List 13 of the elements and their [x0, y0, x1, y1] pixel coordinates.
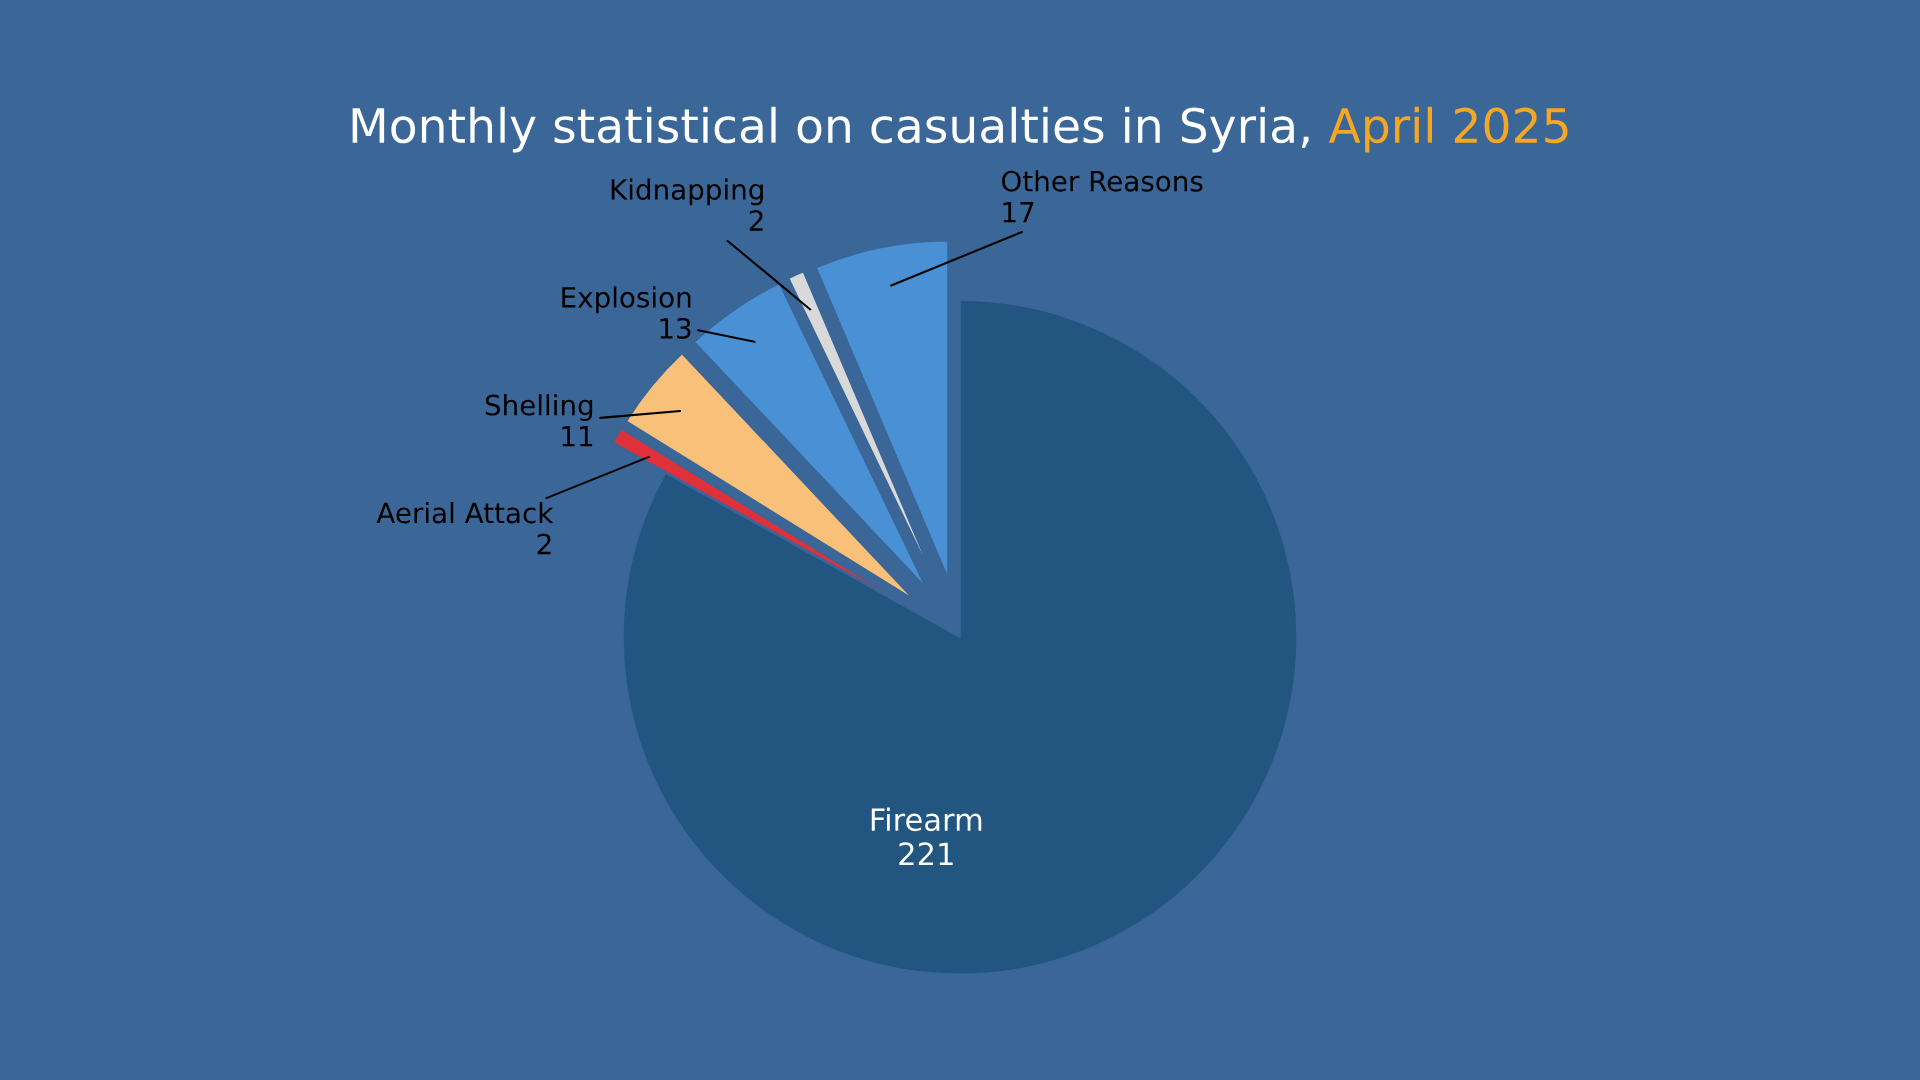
- data-label: 17: [1003, 202, 1034, 223]
- chart-title: Monthly statistical on casualties in Syria, April 2025: [352, 106, 1568, 153]
- slice-label: Other Reasons: [1001, 170, 1203, 192]
- data-label: 221: [899, 842, 953, 865]
- data-label: 2: [537, 533, 551, 555]
- data-label: 13: [660, 317, 691, 339]
- data-label: 11: [562, 426, 593, 447]
- data-label: 2: [749, 210, 763, 231]
- slice-label: Explosion: [562, 286, 691, 314]
- slice-label: Shelling: [485, 394, 593, 421]
- slice-label: Aerial Attack: [376, 501, 554, 524]
- slice-label: Kidnapping: [611, 178, 763, 206]
- slice-label: Firearm: [871, 807, 982, 832]
